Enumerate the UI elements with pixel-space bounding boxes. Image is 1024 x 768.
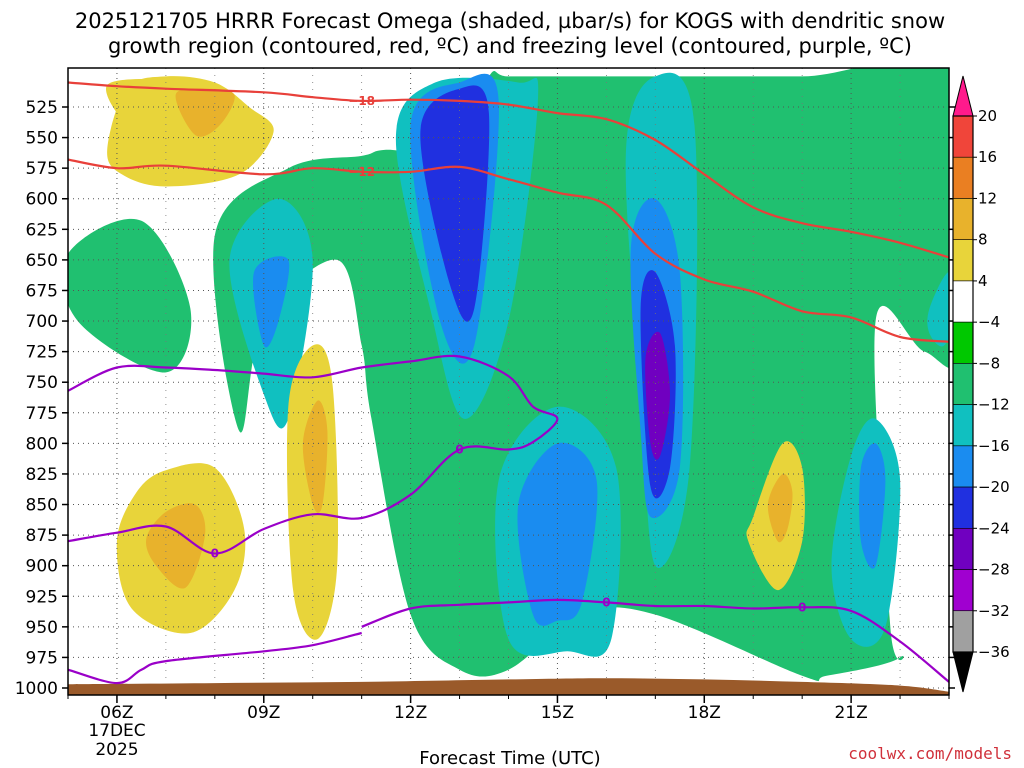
x-axis: 06Z 09Z 12Z 15Z 18Z 21Z xyxy=(67,695,950,723)
credit-text: coolwx.com/models xyxy=(848,744,1012,763)
colorbar-label: −24 xyxy=(978,519,1010,537)
freezing-contour-label: 0 xyxy=(602,595,610,609)
colorbar-swatch xyxy=(952,239,974,282)
omega-region-3 xyxy=(253,256,290,348)
x-tick-label: 15Z xyxy=(541,703,574,723)
y-tick-label: 650 xyxy=(26,251,58,271)
colorbar-swatch xyxy=(952,569,974,612)
freezing-contour-line-1 xyxy=(361,598,949,683)
colorbar-label: −36 xyxy=(978,643,1010,661)
omega-region-12 xyxy=(645,331,670,460)
freezing-contour-label: 0 xyxy=(798,600,806,614)
y-axis: 525 550 575 600 625 650 675 700 725 750 775 800 825 8… xyxy=(15,98,955,699)
colorbar-bottom-arrow xyxy=(952,651,974,693)
x-tick-label: 21Z xyxy=(834,703,867,723)
x-date-label-day: 17DEC xyxy=(88,721,145,741)
colorbar-swatch xyxy=(952,404,974,447)
omega-region-0 xyxy=(68,219,192,373)
dgz-contours: −18 −12 xyxy=(68,81,949,343)
x-axis-label: Forecast Time (UTC) xyxy=(419,748,600,768)
colorbar-label: −16 xyxy=(978,437,1010,455)
colorbar-swatch xyxy=(952,115,974,158)
colorbar-swatch xyxy=(952,156,974,199)
colorbar-label: −12 xyxy=(978,396,1010,414)
colorbar-top-arrow xyxy=(952,75,974,117)
y-tick-label: 975 xyxy=(26,648,58,668)
y-tick-label: 825 xyxy=(26,465,58,485)
y-tick-label: 800 xyxy=(26,434,58,454)
freezing-contour-label: 0 xyxy=(455,442,463,456)
y-tick-label: 875 xyxy=(26,526,58,546)
colorbar-swatch xyxy=(952,486,974,529)
chart-title-line-2: growth region (contoured, red, ºC) and f… xyxy=(108,34,912,58)
colorbar-label: 12 xyxy=(978,189,997,207)
y-tick-label: 900 xyxy=(26,557,58,577)
ground-fill xyxy=(68,678,949,695)
y-tick-label: 600 xyxy=(26,190,58,210)
y-tick-label: 525 xyxy=(26,98,58,118)
y-tick-label: 675 xyxy=(26,281,58,301)
freezing-contour-label: 0 xyxy=(211,546,219,560)
omega-region-20 xyxy=(145,503,206,589)
omega-region-18 xyxy=(175,88,235,137)
y-tick-label: 775 xyxy=(26,404,58,424)
y-tick-label: 925 xyxy=(26,587,58,607)
colorbar-label: −20 xyxy=(978,478,1010,496)
y-tick-label: 550 xyxy=(26,129,58,149)
colorbar: 20 16 12 8 4 −4 −8 −12 −16 −20 −24 −28 −32 −36 xyxy=(952,75,1010,693)
omega-region-22 xyxy=(302,400,328,513)
x-tick-label: 09Z xyxy=(247,703,280,723)
colorbar-label: 16 xyxy=(978,148,997,166)
colorbar-label: 8 xyxy=(978,231,988,249)
freezing-contour-line-2 xyxy=(68,631,362,685)
omega-shading xyxy=(68,68,949,681)
chart-title-line-1: 2025121705 HRRR Forecast Omega (shaded, … xyxy=(75,9,945,33)
y-tick-label: 575 xyxy=(26,159,58,179)
colorbar-label: −28 xyxy=(978,561,1010,579)
y-tick-label: 950 xyxy=(26,618,58,638)
colorbar-swatch xyxy=(952,280,974,323)
dgz-contour-line-1 xyxy=(68,158,949,343)
dgz-contour-label: −12 xyxy=(348,165,375,179)
omega-region-6 xyxy=(420,85,490,322)
dgz-contour-line-0 xyxy=(68,81,949,259)
y-tick-label: 700 xyxy=(26,312,58,332)
colorbar-label: −4 xyxy=(978,313,1000,331)
plot-area: −18 −12 0 0 0 0 xyxy=(67,67,950,696)
y-tick-label: 750 xyxy=(26,373,58,393)
colorbar-swatch xyxy=(952,198,974,240)
freezing-level-contours: 0 0 0 0 xyxy=(68,354,949,685)
dgz-contour-label: −18 xyxy=(348,94,375,108)
colorbar-label: −32 xyxy=(978,602,1010,620)
y-tick-label: 725 xyxy=(26,343,58,363)
colorbar-swatch xyxy=(952,528,974,570)
colorbar-swatch xyxy=(952,321,974,364)
freezing-contour-line-0 xyxy=(68,354,559,555)
y-tick-label: 625 xyxy=(26,220,58,240)
x-tick-label: 18Z xyxy=(688,703,721,723)
colorbar-label: 4 xyxy=(978,272,988,290)
ground-band xyxy=(68,678,949,695)
colorbar-label: −8 xyxy=(978,354,1000,372)
omega-region-14 xyxy=(859,443,886,569)
colorbar-label: 20 xyxy=(978,107,997,125)
x-tick-label: 12Z xyxy=(394,703,427,723)
omega-region-24 xyxy=(767,473,793,543)
grid-lines xyxy=(68,68,949,695)
colorbar-swatch xyxy=(952,610,974,653)
y-tick-label: 1000 xyxy=(15,679,58,699)
colorbar-swatch xyxy=(952,363,974,405)
x-date-label-year: 2025 xyxy=(95,740,138,760)
omega-region-8 xyxy=(517,442,598,626)
colorbar-swatch xyxy=(952,445,974,488)
y-tick-label: 850 xyxy=(26,496,58,516)
x-tick-label: 06Z xyxy=(100,703,133,723)
